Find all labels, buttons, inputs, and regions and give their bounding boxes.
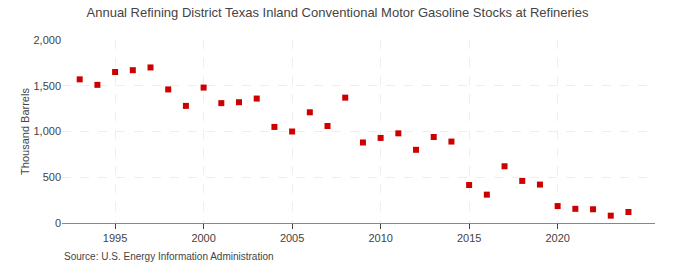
svg-text:2020: 2020 xyxy=(545,232,569,244)
svg-text:1,000: 1,000 xyxy=(33,125,61,137)
svg-text:Source: U.S. Energy Informatio: Source: U.S. Energy Information Administ… xyxy=(64,251,274,262)
svg-text:1995: 1995 xyxy=(103,232,127,244)
svg-text:2000: 2000 xyxy=(191,232,215,244)
svg-text:Thousand Barrels: Thousand Barrels xyxy=(19,88,31,175)
svg-text:2,000: 2,000 xyxy=(33,34,61,46)
svg-text:0: 0 xyxy=(55,217,61,229)
svg-text:2005: 2005 xyxy=(280,232,304,244)
svg-text:Annual Refining District Texas: Annual Refining District Texas Inland Co… xyxy=(87,5,589,20)
svg-text:2015: 2015 xyxy=(457,232,481,244)
svg-text:500: 500 xyxy=(43,171,61,183)
svg-text:2010: 2010 xyxy=(368,232,392,244)
svg-text:1,500: 1,500 xyxy=(33,80,61,92)
